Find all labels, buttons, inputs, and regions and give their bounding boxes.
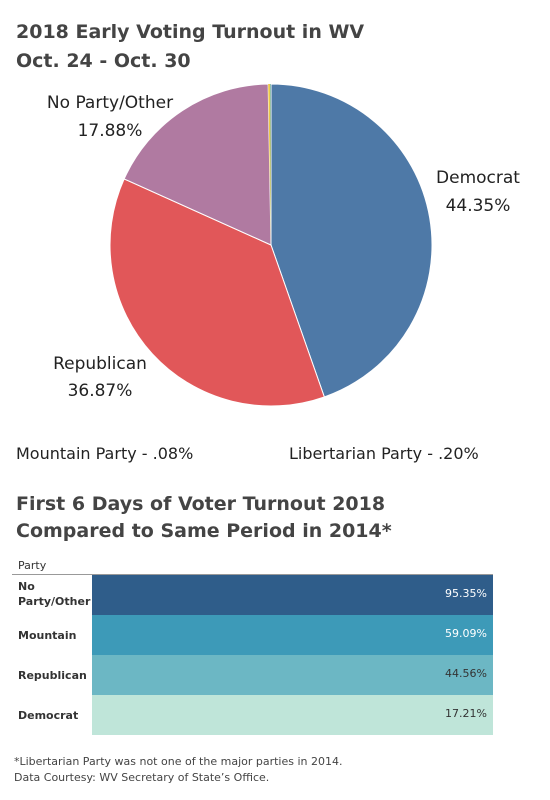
bar-no-party-other: 95.35% [92, 575, 493, 615]
footnote: *Libertarian Party was not one of the ma… [14, 754, 343, 786]
pie-label-republican-pct: 36.87% [68, 381, 133, 401]
row-label-republican: Republican [18, 669, 87, 682]
footnote-line-2: Data Courtesy: WV Secretary of State’s O… [14, 771, 270, 784]
party-column-header: Party [18, 559, 47, 572]
bar-democrat: 17.21% [92, 695, 493, 735]
bar-republican: 44.56% [92, 655, 493, 695]
row-label-democrat: Democrat [18, 709, 79, 722]
pie-slice-republican [109, 178, 325, 407]
pie-slice-no-party-other [123, 83, 272, 246]
pie-chart-title: 2018 Early Voting Turnout in WV [16, 21, 365, 43]
header-divider [12, 574, 493, 575]
row-label-mountain: Mountain [18, 629, 77, 642]
mountain-party-note: Mountain Party - .08% [16, 444, 194, 463]
bar-value-no-party-other: 95.35% [445, 587, 487, 600]
pie-slice-democrat [270, 83, 433, 398]
pie-label-democrat-name: Democrat [436, 168, 520, 188]
bar-value-democrat: 17.21% [445, 707, 487, 720]
bar-value-republican: 44.56% [445, 667, 487, 680]
libertarian-party-note: Libertarian Party - .20% [289, 444, 479, 463]
pie-chart: No Party/Other 17.88% Democrat 44.35% Re… [47, 83, 520, 407]
pie-label-other-name: No Party/Other [47, 93, 173, 113]
row-label-no-party-other: No Party/Other [18, 580, 91, 608]
pie-label-republican-name: Republican [53, 354, 147, 374]
pie-slice-libertarian-party [268, 84, 271, 245]
bar-value-mountain: 59.09% [445, 627, 487, 640]
pie-label-democrat-pct: 44.35% [446, 196, 511, 216]
bar-chart-title: First 6 Days of Voter Turnout 2018 [16, 493, 386, 515]
pie-slice-mountain-party [270, 84, 271, 245]
pie-chart-subtitle: Oct. 24 - Oct. 30 [16, 50, 191, 72]
pie-label-other-pct: 17.88% [78, 121, 143, 141]
bar-chart-subtitle: Compared to Same Period in 2014* [16, 520, 392, 542]
bar-mountain: 59.09% [92, 615, 493, 655]
footnote-line-1: *Libertarian Party was not one of the ma… [14, 755, 343, 768]
